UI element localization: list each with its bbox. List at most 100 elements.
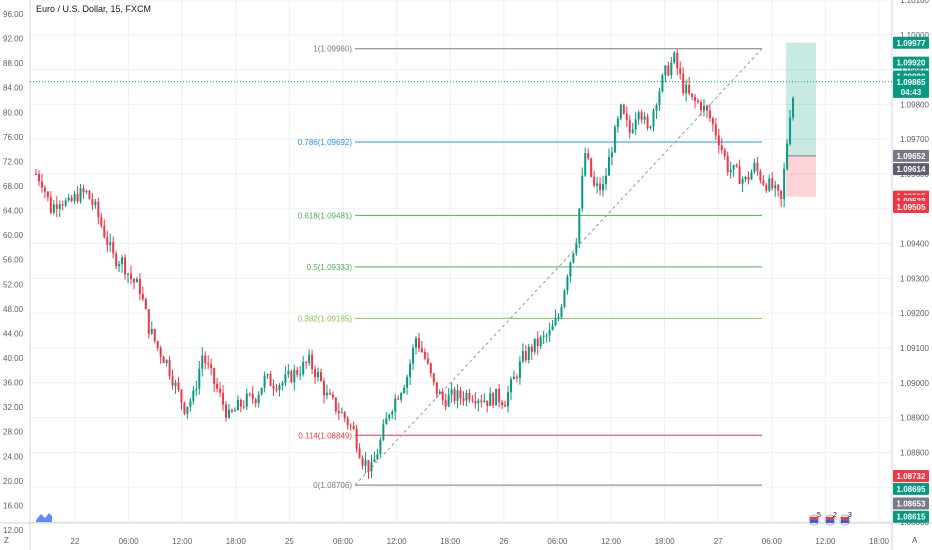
auto-scale-button[interactable]: A xyxy=(912,536,918,545)
candle-body xyxy=(251,393,254,400)
candle-body xyxy=(37,174,40,182)
candle-body xyxy=(498,388,501,403)
candle-body xyxy=(456,390,459,401)
candle-body xyxy=(260,387,263,395)
candle-body xyxy=(492,393,495,406)
candle-body xyxy=(762,180,765,185)
candle-body xyxy=(409,363,412,378)
candle-body xyxy=(112,242,115,254)
candle-body xyxy=(43,187,46,192)
candle-body xyxy=(435,382,438,395)
time-axis-tick-label: 25 xyxy=(285,537,294,546)
right-axis-tick-label: 1.09300 xyxy=(900,274,929,283)
right-axis-tick-label: 1.09900 xyxy=(900,66,929,75)
candle-body xyxy=(438,392,441,395)
candle-body xyxy=(607,156,610,176)
candle-body xyxy=(765,184,768,191)
candle-body xyxy=(489,393,492,406)
candle-body xyxy=(768,178,771,191)
candle-body xyxy=(275,388,278,391)
candle-body xyxy=(471,399,474,401)
candle-body xyxy=(115,253,118,267)
candle-body xyxy=(293,369,296,383)
candle-body xyxy=(198,368,201,389)
candle-body xyxy=(792,98,795,118)
left-axis: 96.00 92.00 88.00 84.00 80.00 76.00 72.00 68.00… xyxy=(3,10,24,535)
candle-body xyxy=(403,387,406,393)
candle-body xyxy=(714,124,717,136)
fib-level-label: 0.382(1.09185) xyxy=(298,314,353,323)
candle-body xyxy=(177,382,180,390)
candle-body xyxy=(248,393,251,395)
candle-body xyxy=(109,242,112,245)
price-label-text: 1.08732 xyxy=(897,472,926,481)
candle-body xyxy=(518,361,521,379)
time-axis-tick-label: 22 xyxy=(71,537,80,546)
candle-body xyxy=(254,399,257,404)
price-label-box xyxy=(893,470,929,483)
price-label-text: 1.08695 xyxy=(897,485,926,494)
candle-body xyxy=(616,118,619,127)
left-axis-tick-label: 52.00 xyxy=(3,280,24,289)
candle-body xyxy=(708,110,711,119)
economic-events: 5 2 3 xyxy=(808,512,852,526)
candle-body xyxy=(168,359,171,377)
candle-body xyxy=(236,399,239,411)
candle-body xyxy=(227,409,230,418)
event-flag-stripe xyxy=(841,517,849,520)
candle-body xyxy=(118,264,121,267)
candle-body xyxy=(631,129,634,133)
left-axis-tick-label: 24.00 xyxy=(3,452,24,461)
left-axis-tick-label: 88.00 xyxy=(3,59,24,68)
price-label-text: 1.09505 xyxy=(897,203,926,212)
candle-body xyxy=(180,389,183,403)
candle-body xyxy=(584,153,587,176)
candle-body xyxy=(302,361,305,375)
candle-body xyxy=(780,190,783,200)
candle-body xyxy=(325,392,328,396)
candle-body xyxy=(705,105,708,111)
candle-body xyxy=(569,262,572,277)
candle-body xyxy=(233,410,236,412)
candle-body xyxy=(486,400,489,406)
candle-body xyxy=(124,257,127,275)
candle-body xyxy=(382,424,385,440)
candle-body xyxy=(269,374,272,386)
zoom-button[interactable]: Z xyxy=(4,536,9,545)
time-axis-tick-label: 06:00 xyxy=(333,537,354,546)
price-label-box xyxy=(893,510,929,523)
candle-body xyxy=(578,208,581,243)
time-axis-tick-label: 18:00 xyxy=(440,537,461,546)
left-axis-tick-label: 64.00 xyxy=(3,207,24,216)
candle-body xyxy=(266,374,269,376)
candle-body xyxy=(420,348,423,353)
candle-body xyxy=(91,199,94,205)
candle-body xyxy=(397,398,400,400)
time-axis-tick-label: 06:00 xyxy=(547,537,568,546)
candle-body xyxy=(141,294,144,300)
candle-body xyxy=(46,191,49,198)
candle-body xyxy=(121,257,124,265)
candle-body xyxy=(783,168,786,200)
candle-body xyxy=(334,397,337,412)
left-axis-tick-label: 40.00 xyxy=(3,354,24,363)
candle-body xyxy=(507,392,510,407)
candle-body xyxy=(596,183,599,186)
candle-body xyxy=(786,143,789,169)
right-axis-tick-label: 1.09000 xyxy=(900,379,929,388)
candle-body xyxy=(530,346,533,352)
right-axis-tick-label: 1.08900 xyxy=(900,414,929,423)
candle-body xyxy=(637,112,640,120)
candle-body xyxy=(263,375,266,388)
candle-body xyxy=(468,392,471,400)
left-axis-tick-label: 12.00 xyxy=(3,526,24,535)
right-axis-tick-label: 1.10000 xyxy=(900,31,929,40)
candle-body xyxy=(415,338,417,348)
candle-body xyxy=(88,190,91,200)
candle-body xyxy=(278,385,281,391)
candle-body xyxy=(572,253,575,263)
candle-body xyxy=(599,183,602,191)
candle-body xyxy=(219,388,222,393)
